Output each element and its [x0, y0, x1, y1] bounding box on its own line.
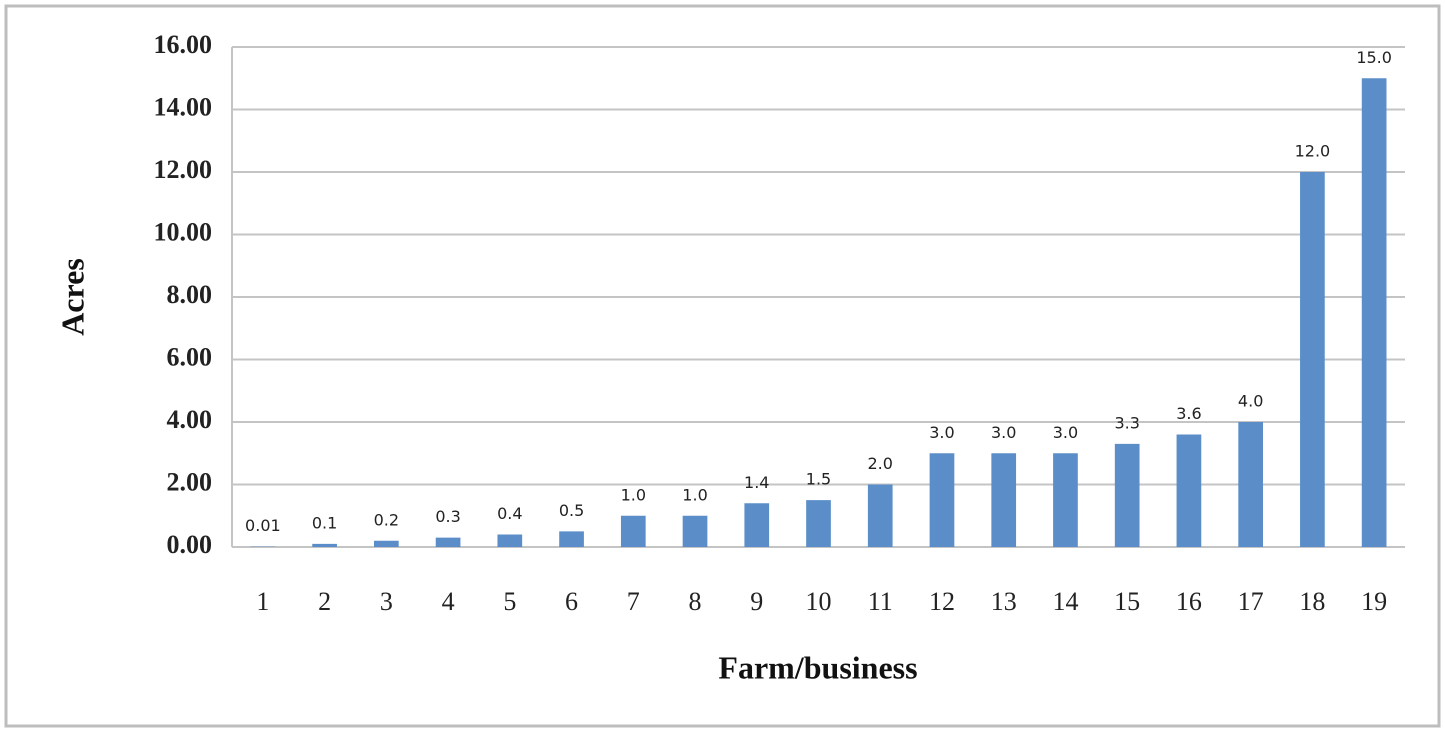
- value-label: 4.0: [1238, 392, 1263, 411]
- value-label: 2.0: [868, 454, 893, 473]
- value-label: 0.2: [374, 510, 399, 529]
- value-label: 0.1: [312, 513, 337, 532]
- x-tick-label: 15: [1114, 587, 1140, 616]
- x-tick-label: 9: [750, 587, 763, 616]
- x-tick-label: 13: [991, 587, 1017, 616]
- x-tick-label: 17: [1238, 587, 1264, 616]
- y-tick-label: 8.00: [167, 280, 213, 309]
- chart-frame: [4, 4, 1441, 728]
- x-tick-label: 7: [627, 587, 640, 616]
- value-label: 3.0: [991, 423, 1016, 442]
- x-tick-label: 19: [1361, 587, 1387, 616]
- y-tick-label: 12.00: [154, 155, 213, 184]
- x-tick-label: 18: [1299, 587, 1325, 616]
- x-tick-label: 4: [442, 587, 455, 616]
- x-tick-label: 1: [256, 587, 269, 616]
- value-label: 0.3: [435, 507, 460, 526]
- y-tick-label: 4.00: [167, 405, 213, 434]
- x-tick-label: 10: [806, 587, 832, 616]
- bar: [1176, 434, 1202, 547]
- y-tick-label: 10.00: [154, 217, 213, 246]
- x-tick-label: 8: [689, 587, 702, 616]
- bar: [435, 537, 461, 547]
- x-tick-label: 3: [380, 587, 393, 616]
- y-tick-label: 16.00: [154, 30, 213, 59]
- x-tick-label: 14: [1052, 587, 1078, 616]
- value-label: 0.01: [245, 516, 281, 535]
- bar: [806, 500, 831, 547]
- bar: [1238, 422, 1264, 547]
- bar: [312, 543, 337, 547]
- value-label: 3.0: [929, 423, 954, 442]
- bar: [929, 453, 955, 547]
- value-label: 12.0: [1295, 142, 1331, 161]
- bar: [1053, 453, 1078, 547]
- value-label: 0.5: [559, 501, 584, 520]
- bar: [682, 515, 708, 547]
- bar: [620, 515, 646, 547]
- bar: [373, 540, 399, 547]
- value-label: 3.3: [1114, 413, 1139, 432]
- y-tick-label: 0.00: [167, 530, 213, 559]
- x-tick-label: 12: [929, 587, 955, 616]
- value-label: 3.0: [1053, 423, 1078, 442]
- bar: [559, 531, 584, 547]
- bar: [867, 484, 893, 547]
- x-tick-label: 11: [868, 587, 893, 616]
- value-label: 1.4: [744, 473, 769, 492]
- value-label: 3.6: [1176, 404, 1201, 423]
- bar: [991, 453, 1017, 547]
- value-label: 1.0: [621, 485, 646, 504]
- bar: [1114, 443, 1140, 547]
- bar: [744, 503, 770, 547]
- y-tick-label: 14.00: [154, 92, 213, 121]
- x-tick-label: 2: [318, 587, 331, 616]
- value-label: 0.4: [497, 504, 522, 523]
- bar: [1361, 78, 1387, 547]
- x-tick-label: 16: [1176, 587, 1202, 616]
- bar: [497, 534, 523, 547]
- x-axis-title: Farm/business: [718, 649, 917, 685]
- y-axis-title: Acres: [54, 258, 90, 336]
- x-tick-label: 5: [503, 587, 516, 616]
- value-label: 15.0: [1356, 48, 1392, 67]
- y-tick-label: 6.00: [167, 342, 213, 371]
- x-tick-label: 6: [565, 587, 578, 616]
- value-label: 1.0: [682, 485, 707, 504]
- y-tick-label: 2.00: [167, 467, 213, 496]
- value-label: 1.5: [806, 470, 831, 489]
- bar: [1300, 172, 1325, 547]
